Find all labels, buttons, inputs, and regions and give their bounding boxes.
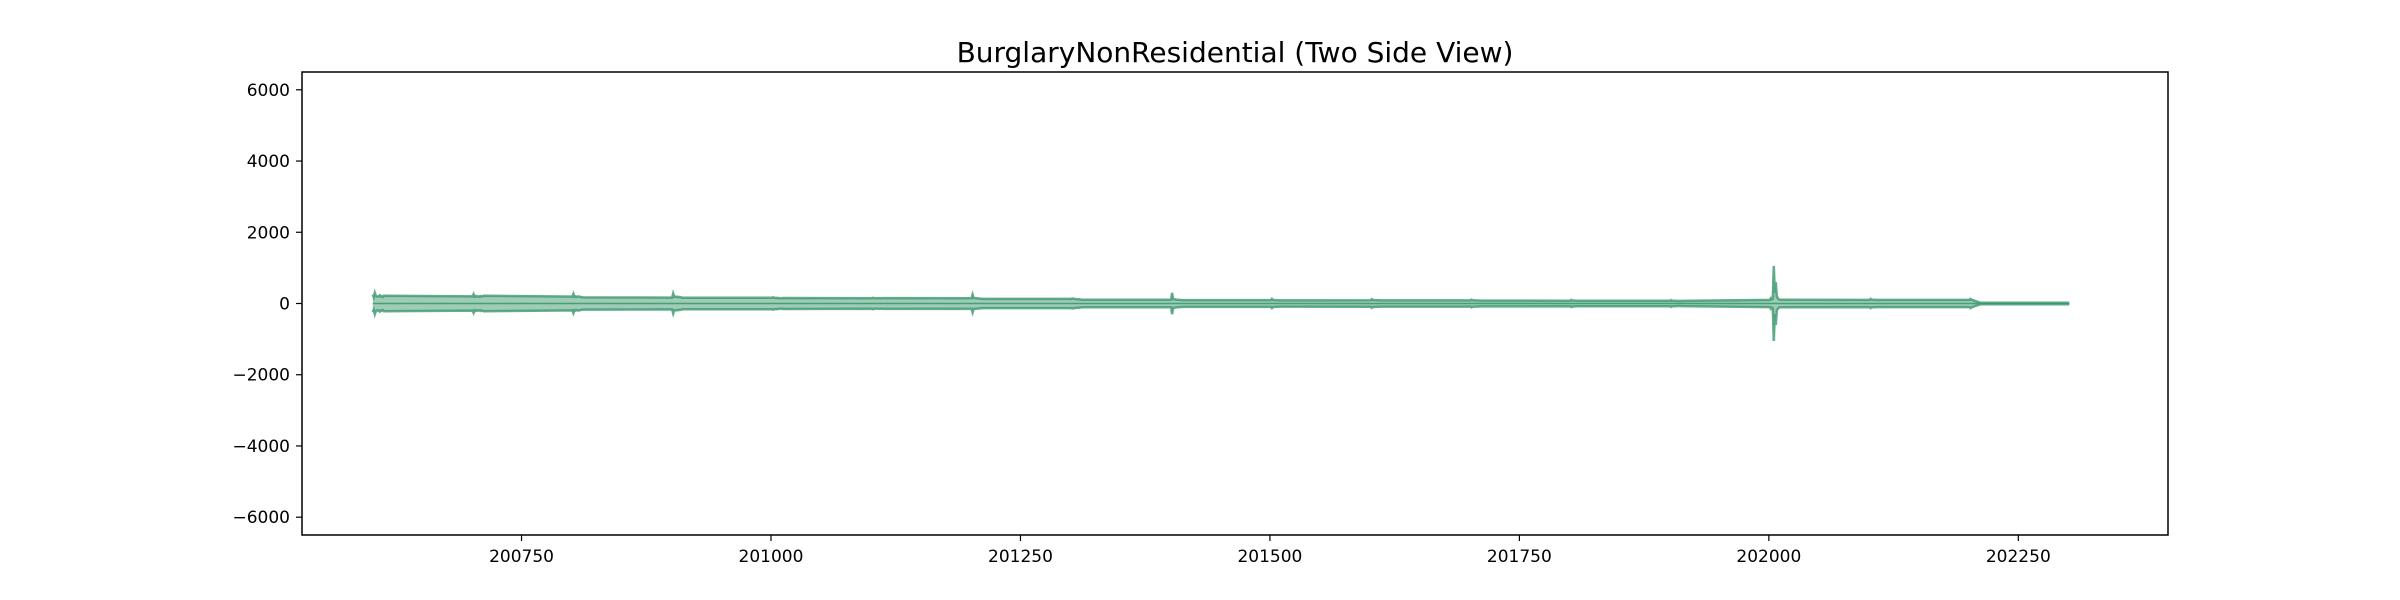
x-tick-label: 202000	[1736, 547, 1801, 567]
y-tick-label: 2000	[247, 223, 290, 243]
series-layer	[371, 266, 2070, 341]
x-tick-label: 202250	[1986, 547, 2051, 567]
lower-line	[371, 302, 2070, 341]
x-tick-label: 200750	[489, 547, 554, 567]
y-tick-label: −6000	[232, 508, 290, 528]
x-tick-label: 201250	[988, 547, 1053, 567]
upper-line	[371, 266, 2070, 305]
plot-frame	[301, 71, 2169, 536]
y-tick-label: 4000	[247, 152, 290, 172]
chart-title: BurglaryNonResidential (Two Side View)	[957, 36, 1514, 69]
y-tick-label: 6000	[247, 81, 290, 101]
y-axis: 6000 4000 2000 0 −2000 −4000 −6000	[232, 81, 302, 528]
x-tick-label: 201500	[1237, 547, 1302, 567]
y-tick-label: −4000	[232, 437, 290, 457]
y-tick-label: −2000	[232, 366, 290, 386]
y-tick-label: 0	[279, 295, 290, 315]
x-tick-label: 201000	[739, 547, 804, 567]
x-tick-label: 201750	[1487, 547, 1552, 567]
x-axis: 200750 201000 201250 201500 201750 202000 2022…	[489, 535, 2051, 567]
